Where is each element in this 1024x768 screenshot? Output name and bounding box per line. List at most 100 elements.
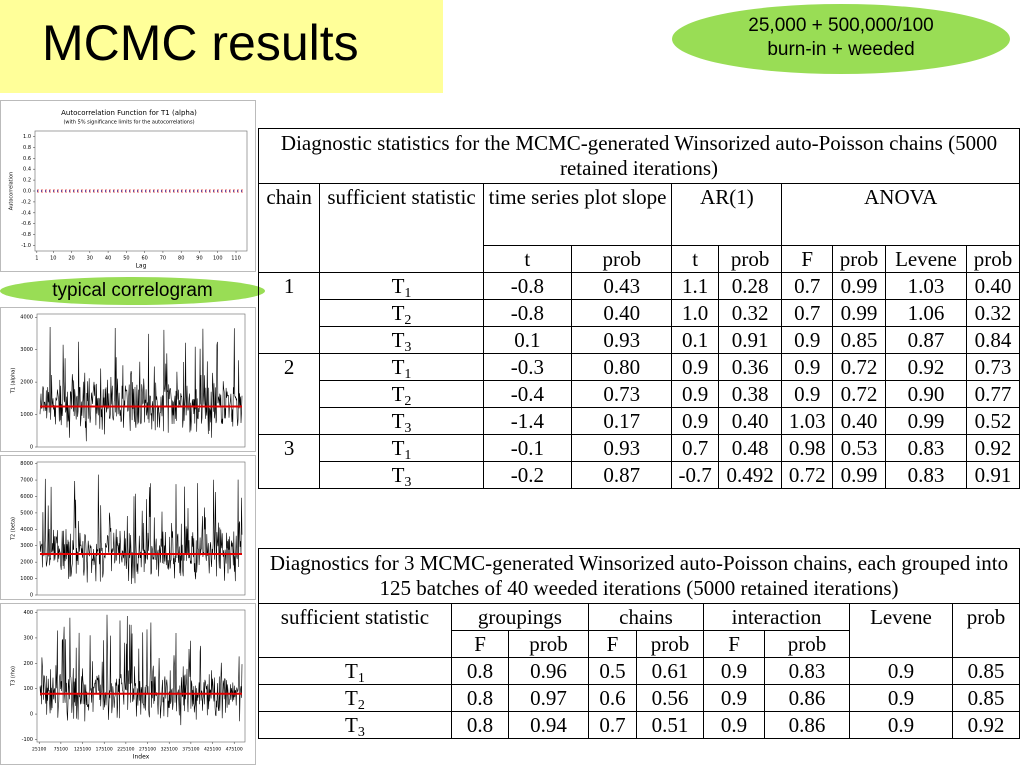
x-axis-label: Lag xyxy=(136,263,147,270)
value-cell: 0.40 xyxy=(570,299,673,327)
statistic-index: 1 xyxy=(404,448,412,463)
value-cell: 0.32 xyxy=(717,299,783,327)
statistic-cell: T1 xyxy=(319,434,484,463)
value-cell: 0.9 xyxy=(703,657,766,685)
value-cell: 0.32 xyxy=(966,299,1020,327)
x-tick-label: 75100 xyxy=(54,747,68,753)
y-tick-label: -0.6 xyxy=(21,221,31,227)
column-header: t xyxy=(482,245,573,273)
x-tick-label: 80 xyxy=(178,256,184,262)
slide-title: MCMC results xyxy=(42,15,359,71)
column-header: prob xyxy=(570,245,673,273)
value-cell: 0.51 xyxy=(636,711,705,739)
column-group-header: Levene xyxy=(849,603,953,658)
x-tick-label: 70 xyxy=(160,256,166,262)
x-tick-label: 475100 xyxy=(226,747,243,753)
y-tick-label: 0.2 xyxy=(23,178,31,184)
value-cell: 0.92 xyxy=(884,353,968,381)
x-tick-label: 20 xyxy=(68,256,74,262)
y-tick-label: 300 xyxy=(23,635,33,641)
value-cell: 0.48 xyxy=(717,434,783,462)
value-cell: 0.99 xyxy=(832,299,886,327)
y-tick-label: 100 xyxy=(23,686,33,692)
value-cell: 0.9 xyxy=(781,380,834,408)
value-cell: -0.8 xyxy=(482,272,573,300)
value-cell: 0.9 xyxy=(849,711,953,739)
chain-cell: 1 xyxy=(257,272,321,354)
column-header: prob xyxy=(508,630,589,658)
x-tick-label: 125100 xyxy=(74,747,91,753)
value-cell: 0.7 xyxy=(781,299,834,327)
value-cell: 0.40 xyxy=(832,407,886,435)
statistic-cell: T2 xyxy=(319,299,484,328)
data-row: T3 -1.4 0.17 0.9 0.40 1.03 0.40 0.99 0.52 xyxy=(259,407,1020,436)
x-axis-label: Index xyxy=(133,754,150,761)
x-tick-label: 325100 xyxy=(161,747,178,753)
value-cell: 0.8 xyxy=(450,684,510,712)
value-cell: 0.72 xyxy=(781,461,834,489)
column-header: F xyxy=(587,630,638,658)
trace-noise xyxy=(39,326,243,442)
value-cell: 0.8 xyxy=(450,711,510,739)
value-cell: 0.9 xyxy=(849,684,953,712)
x-tick-label: 375100 xyxy=(182,747,199,753)
y-tick-label: 6000 xyxy=(20,494,33,500)
y-tick-label: 2000 xyxy=(20,380,33,386)
column-group-header: groupings xyxy=(450,603,589,631)
statistic-cell: T1 xyxy=(319,272,484,301)
y-tick-label: 2000 xyxy=(20,560,33,566)
value-cell: 0.1 xyxy=(671,326,719,354)
value-cell: 0.9 xyxy=(671,380,719,408)
value-cell: 0.94 xyxy=(508,711,589,739)
trace-plot: 0 1000 2000 3000 4000 5000 6000 7000 8000 T2 (bet… xyxy=(0,455,256,600)
y-tick-label: 1000 xyxy=(20,412,33,418)
x-tick-label: 225100 xyxy=(117,747,134,753)
y-axis-label: T2 (beta) xyxy=(11,517,17,541)
value-cell: 0.92 xyxy=(951,711,1021,739)
value-cell: 0.98 xyxy=(781,434,834,462)
data-row: T2 -0.8 0.40 1.0 0.32 0.7 0.99 1.06 0.32 xyxy=(259,299,1020,328)
value-cell: 0.17 xyxy=(570,407,673,435)
column-group-header: sufficient statistic xyxy=(258,603,452,658)
value-cell: 0.9 xyxy=(671,353,719,381)
x-tick-label: 30 xyxy=(87,256,93,262)
table-title: Diagnostic statistics for the MCMC-gener… xyxy=(258,128,1020,184)
statistic-index: 1 xyxy=(357,671,365,686)
y-tick-label: 5000 xyxy=(20,510,33,516)
y-tick-label: 3000 xyxy=(20,347,33,353)
value-cell: 0.85 xyxy=(951,684,1021,712)
x-tick-label: 100 xyxy=(213,256,223,262)
x-tick-label: 1 xyxy=(35,256,38,262)
y-tick-label: 0 xyxy=(30,712,33,718)
title-row: Diagnostic statistics for the MCMC-gener… xyxy=(258,128,1020,184)
value-cell: 0.61 xyxy=(636,657,705,685)
data-row: T2 0.8 0.97 0.6 0.56 0.9 0.86 0.9 0.85 xyxy=(258,684,1021,713)
column-header: F xyxy=(450,630,510,658)
statistic-symbol: T xyxy=(345,659,358,683)
chart-title: Autocorrelation Function for T1 (alpha) xyxy=(61,109,197,117)
x-tick-label: 425100 xyxy=(204,747,221,753)
value-cell: -0.8 xyxy=(482,299,573,327)
y-tick-label: 4000 xyxy=(20,527,33,533)
value-cell: 0.84 xyxy=(966,326,1020,354)
value-cell: -0.1 xyxy=(482,434,573,462)
header-row: chain sufficient statistic time series plo… xyxy=(257,183,1020,273)
y-tick-label: 0 xyxy=(30,445,33,451)
x-tick-label: 275100 xyxy=(139,747,156,753)
callout-line: burn-in + weeded xyxy=(767,39,915,60)
column-group-header: ANOVA xyxy=(781,183,1020,246)
value-cell: 0.87 xyxy=(884,326,968,354)
value-cell: 0.52 xyxy=(966,407,1020,435)
value-cell: 0.28 xyxy=(717,272,783,300)
plot-area xyxy=(36,313,246,448)
value-cell: -0.7 xyxy=(671,461,719,489)
value-cell: 1.1 xyxy=(671,272,719,300)
x-tick-label: 40 xyxy=(105,256,111,262)
value-cell: 0.9 xyxy=(703,684,766,712)
value-cell: 0.7 xyxy=(781,272,834,300)
statistic-index: 3 xyxy=(404,421,412,436)
value-cell: 0.99 xyxy=(832,461,886,489)
data-row: T2 -0.4 0.73 0.9 0.38 0.9 0.72 0.90 0.77 xyxy=(259,380,1020,409)
value-cell: 0.85 xyxy=(951,657,1021,685)
